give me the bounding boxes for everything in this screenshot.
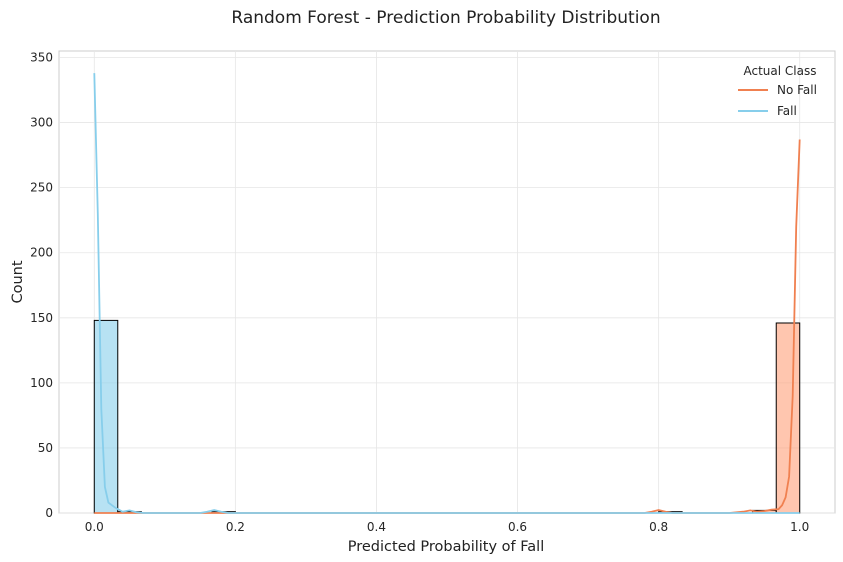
y-tick-label: 350 <box>30 51 53 65</box>
legend-title: Actual Class <box>744 64 817 78</box>
grid <box>59 51 835 514</box>
y-tick-label: 200 <box>30 246 53 260</box>
legend-label-fall: Fall <box>777 104 797 118</box>
x-tick-label: 0.2 <box>226 520 245 534</box>
y-axis-ticks: 0 50 100 150 200 250 300 350 <box>30 51 53 520</box>
x-tick-label: 1.0 <box>790 520 809 534</box>
y-axis-label: Count <box>10 260 26 303</box>
chart-title: Random Forest - Prediction Probability D… <box>231 8 660 28</box>
histogram-bar-fall <box>93 319 119 514</box>
plot-area <box>58 50 836 514</box>
y-tick-label: 150 <box>30 311 53 325</box>
x-tick-label: 0.6 <box>508 520 527 534</box>
x-axis-label: Predicted Probability of Fall <box>348 539 544 555</box>
x-tick-label: 0.8 <box>649 520 668 534</box>
y-tick-label: 50 <box>38 441 53 455</box>
legend-label-no-fall: No Fall <box>777 83 817 97</box>
y-tick-label: 300 <box>30 116 53 130</box>
x-tick-label: 0.0 <box>85 520 104 534</box>
kde-line-fall <box>93 73 800 514</box>
y-tick-label: 100 <box>30 376 53 390</box>
y-tick-label: 0 <box>45 506 53 520</box>
y-tick-label: 250 <box>30 181 53 195</box>
x-tick-label: 0.4 <box>367 520 386 534</box>
x-axis-ticks: 0.0 0.2 0.4 0.6 0.8 1.0 <box>85 520 810 534</box>
legend: Actual Class No Fall Fall <box>738 64 817 118</box>
kde-curves <box>93 73 801 514</box>
kde-line-no-fall <box>94 139 801 514</box>
